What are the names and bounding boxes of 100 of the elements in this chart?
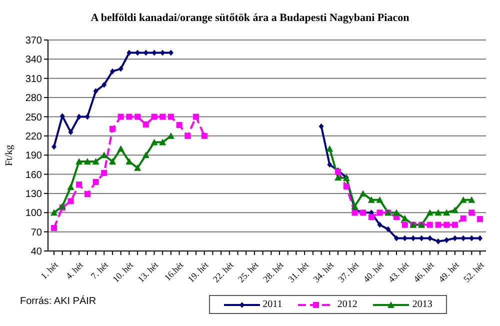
- point: [334, 174, 342, 180]
- y-tick-label: 310: [25, 74, 42, 85]
- point: [426, 222, 433, 228]
- legend-label: 2011: [262, 299, 282, 310]
- point: [452, 222, 458, 228]
- point: [160, 114, 166, 120]
- point: [159, 138, 166, 146]
- point: [142, 121, 149, 128]
- point: [436, 238, 441, 244]
- point: [92, 178, 99, 185]
- point: [151, 114, 158, 120]
- point: [451, 206, 458, 214]
- y-tick-label: 190: [25, 150, 42, 162]
- point: [134, 164, 142, 171]
- point: [401, 214, 408, 222]
- point: [126, 114, 132, 120]
- point: [193, 114, 199, 120]
- point: [150, 138, 158, 146]
- x-tick-label: 28. hét: [261, 260, 286, 284]
- y-tick-label: 70: [30, 227, 42, 238]
- x-tick-label: 49. hét: [436, 260, 462, 284]
- x-tick-label: 25. hét: [236, 260, 261, 284]
- point: [102, 82, 107, 88]
- x-tick-label: 13. hét: [136, 260, 161, 284]
- y-tick-label: 160: [25, 170, 42, 181]
- point: [50, 209, 58, 216]
- point: [51, 224, 57, 231]
- x-tick-label: 37. hét: [336, 260, 361, 284]
- x-tick-label: 52. hét: [462, 260, 486, 284]
- point: [118, 66, 124, 72]
- x-tick-label: 46. hét: [411, 260, 436, 284]
- x-tick-label: 34. hét: [311, 260, 336, 284]
- point: [201, 132, 208, 139]
- point: [434, 209, 442, 216]
- point: [394, 235, 399, 242]
- point: [377, 222, 382, 228]
- point: [109, 126, 116, 132]
- legend-label: 2012: [336, 299, 358, 310]
- point: [468, 196, 476, 203]
- x-tick-label: 7. hét: [88, 260, 110, 282]
- point: [426, 209, 434, 216]
- point: [392, 209, 400, 216]
- point: [118, 114, 124, 120]
- y-tick-label: 100: [25, 208, 42, 220]
- text: Forrás: AKI PÁIR: [20, 296, 96, 307]
- point: [76, 182, 82, 188]
- y-tick-label: 340: [25, 54, 42, 66]
- point: [444, 237, 450, 244]
- point: [452, 235, 458, 242]
- point: [93, 88, 98, 94]
- y-tick-label: 220: [25, 131, 42, 142]
- legend-label: 2013: [411, 299, 432, 310]
- y-tick-label: 370: [25, 36, 42, 47]
- point: [176, 122, 182, 128]
- point: [343, 183, 350, 190]
- point: [386, 226, 391, 232]
- point: [134, 114, 141, 120]
- point: [110, 68, 115, 74]
- point: [376, 196, 384, 203]
- point: [68, 129, 74, 136]
- point: [351, 202, 358, 210]
- point: [184, 132, 191, 139]
- x-tick-label: 43. hét: [386, 260, 412, 284]
- point: [92, 158, 100, 164]
- y-tick-label: 130: [25, 189, 42, 200]
- point: [168, 114, 174, 120]
- x-tick-label: 4. hét: [64, 260, 86, 282]
- x-tick-label: 40. hét: [361, 260, 386, 284]
- point: [368, 214, 374, 220]
- point: [100, 152, 108, 158]
- point: [52, 144, 56, 150]
- point: [478, 235, 482, 242]
- y-tick-label: 280: [25, 93, 42, 104]
- point: [101, 170, 108, 176]
- point: [117, 145, 124, 152]
- point: [326, 145, 334, 152]
- point: [402, 222, 408, 228]
- y-tick-label: 40: [30, 246, 42, 258]
- x-tick-label: 19. hét: [186, 260, 211, 284]
- point: [435, 222, 442, 228]
- y-tick-label: 250: [25, 112, 42, 124]
- chart-title: A belföldi kanadai/orange sütőtök ára a Budapesti Nagybani Piacon: [90, 12, 410, 24]
- point: [443, 209, 450, 216]
- x-tick-label: 1. hét: [38, 260, 60, 282]
- x-tick-label: 31. hét: [286, 260, 311, 284]
- x-tick-label: 10. hét: [110, 260, 136, 284]
- point: [468, 210, 475, 216]
- point: [68, 198, 74, 204]
- point: [376, 210, 383, 216]
- point: [67, 184, 74, 190]
- point: [84, 191, 90, 198]
- point: [76, 158, 83, 164]
- point: [444, 222, 450, 228]
- point: [460, 215, 466, 222]
- point: [318, 123, 324, 130]
- x-tick-label: 22. hét: [210, 260, 236, 284]
- point: [460, 196, 467, 203]
- point: [352, 210, 358, 216]
- point: [84, 158, 91, 164]
- point: [108, 158, 116, 164]
